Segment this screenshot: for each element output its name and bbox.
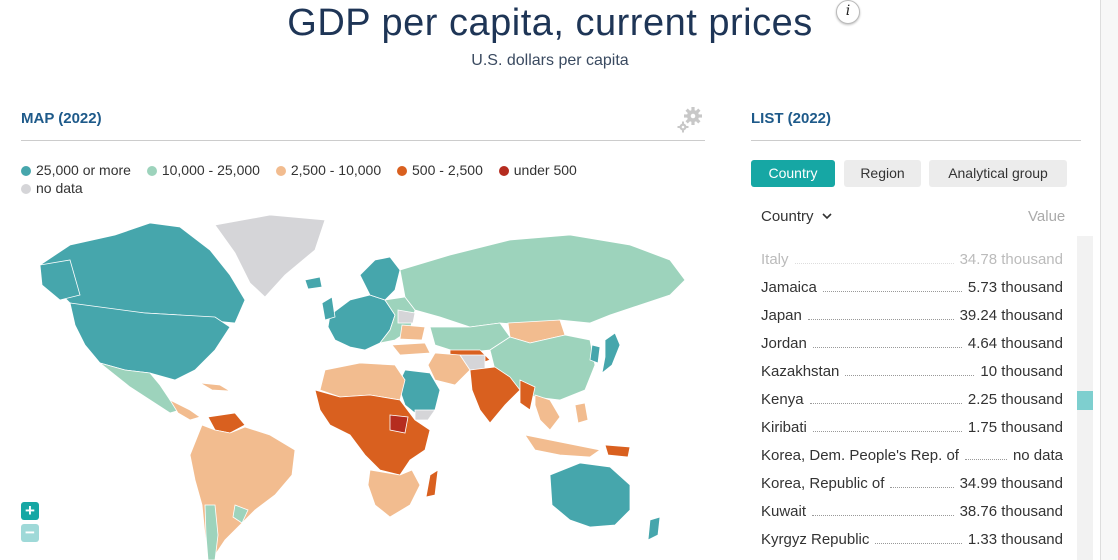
tab-analytical-group[interactable]: Analytical group (929, 160, 1067, 187)
legend-swatch (275, 166, 286, 176)
map-region-philippines (574, 402, 589, 424)
value-column-header: Value (1028, 208, 1066, 225)
map-region-russia (399, 234, 686, 328)
map-region-chile (204, 504, 219, 560)
map-region-south-america (189, 424, 296, 560)
map-divider (21, 140, 705, 141)
legend-item[interactable]: 25,000 or more (21, 161, 131, 179)
map-region-indonesia (524, 434, 601, 458)
map-region-venezuela (207, 412, 246, 434)
map-region-uruguay (232, 504, 249, 524)
info-icon[interactable]: i (836, 0, 860, 24)
map-region-australia (549, 462, 631, 528)
map-region-new-zealand (647, 516, 661, 541)
legend-swatch (21, 166, 31, 176)
list-item[interactable]: Japan 39.24 thousand (761, 306, 1063, 324)
map-region-south-sudan (389, 414, 409, 434)
country-list[interactable]: Italy 34.78 thousand Jamaica 5.73 thousand… (761, 245, 1063, 560)
list-divider (751, 140, 1081, 141)
list-item[interactable]: Kazakhstan 10 thousand (761, 362, 1063, 380)
legend-swatch (498, 166, 509, 176)
list-item[interactable]: Kiribati 1.75 thousand (761, 418, 1063, 436)
legend-item[interactable]: 10,000 - 25,000 (146, 161, 260, 179)
map-region-southeast-asia (534, 394, 561, 431)
world-map[interactable] (30, 205, 710, 560)
map-region-png (604, 444, 631, 458)
map-region-central-america (168, 399, 201, 421)
legend-item[interactable]: under 500 (498, 161, 577, 179)
legend-item[interactable]: 500 - 2,500 (397, 161, 483, 179)
map-region-west-central-africa (314, 389, 431, 476)
map-region-myanmar (519, 379, 536, 411)
map-region-korea (589, 344, 601, 364)
legend-swatch (397, 166, 408, 176)
list-item[interactable]: Italy 34.78 thousand (761, 250, 1063, 268)
map-region-ukraine (399, 324, 426, 341)
map-region-caribbean (199, 382, 231, 392)
gear-icon[interactable] (676, 106, 704, 134)
legend-swatch (146, 166, 157, 176)
map-heading: MAP (2022) (21, 110, 102, 127)
legend-swatch (21, 184, 31, 194)
map-region-usa (69, 302, 231, 381)
zoom-in-button[interactable]: + (21, 502, 39, 520)
tab-country[interactable]: Country (751, 160, 835, 187)
list-scrollbar-thumb[interactable] (1077, 391, 1093, 410)
map-region-japan (601, 332, 621, 374)
list-item[interactable]: Kyrgyz Republic 1.33 thousand (761, 530, 1063, 548)
list-item[interactable]: Jordan 4.64 thousand (761, 334, 1063, 352)
chevron-down-icon (822, 213, 832, 220)
list-item[interactable]: Korea, Republic of 34.99 thousand (761, 474, 1063, 492)
list-item[interactable]: Korea, Dem. People's Rep. of no data (761, 446, 1063, 464)
page-edge (1100, 0, 1118, 560)
legend-item[interactable]: 2,500 - 10,000 (275, 161, 381, 179)
map-region-turkey (391, 342, 431, 356)
map-legend: 25,000 or more 10,000 - 25,000 2,500 - 1… (21, 161, 701, 197)
list-item[interactable]: Kenya 2.25 thousand (761, 390, 1063, 408)
tab-region[interactable]: Region (844, 160, 921, 187)
sort-label: Country (761, 208, 814, 225)
map-region-scandinavia (359, 256, 401, 301)
map-region-uk (321, 296, 336, 321)
list-item[interactable]: Kuwait 38.76 thousand (761, 502, 1063, 520)
list-item[interactable]: Jamaica 5.73 thousand (761, 278, 1063, 296)
map-region-belarus (397, 309, 416, 324)
sort-country-dropdown[interactable]: Country (761, 208, 833, 225)
map-region-yemen (414, 409, 436, 421)
page-title: GDP per capita, current prices (287, 2, 813, 44)
list-heading: LIST (2022) (751, 110, 832, 127)
page-subtitle: U.S. dollars per capita (471, 52, 629, 69)
map-region-madagascar (425, 469, 439, 498)
zoom-out-button[interactable]: − (21, 524, 39, 542)
map-region-greenland (214, 214, 326, 298)
map-region-iceland (304, 276, 323, 290)
map-region-southern-africa (367, 469, 421, 518)
legend-item[interactable]: no data (21, 179, 83, 197)
map-region-india (469, 366, 521, 424)
map-region-north-africa (319, 362, 406, 401)
map-region-alaska (39, 259, 81, 301)
